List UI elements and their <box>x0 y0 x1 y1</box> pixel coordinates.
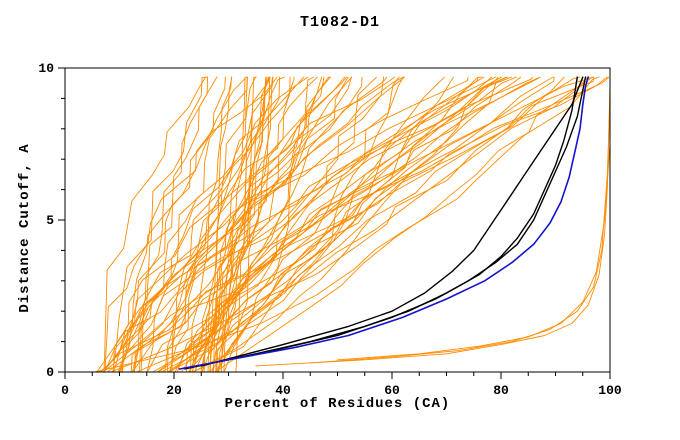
model-curve <box>110 76 565 373</box>
model-curve <box>94 76 600 373</box>
model-curve <box>187 76 482 373</box>
orange-outlier-3 <box>337 143 611 361</box>
model-curve <box>220 76 274 373</box>
model-curve <box>146 76 248 373</box>
reference-curve-3 <box>189 76 587 369</box>
model-curve <box>209 76 445 373</box>
model-curve <box>214 76 593 373</box>
model-curve <box>188 76 233 373</box>
model-curve <box>164 76 348 373</box>
y-tick-label: 5 <box>46 213 54 228</box>
model-curve <box>160 76 404 373</box>
model-curve <box>217 76 479 373</box>
x-tick-label: 60 <box>384 383 400 398</box>
model-curve <box>168 76 454 373</box>
model-curve <box>176 76 541 373</box>
model-curve <box>181 76 349 373</box>
x-tick-label: 100 <box>598 383 622 398</box>
x-tick-label: 0 <box>61 383 69 398</box>
model-curve <box>216 76 522 373</box>
model-curve <box>192 76 498 373</box>
x-tick-label: 80 <box>493 383 509 398</box>
model-curve <box>132 76 325 373</box>
model-curve <box>209 76 512 373</box>
model-curve <box>171 76 318 373</box>
model-curve <box>134 76 610 373</box>
model-curve <box>193 76 385 373</box>
x-axis-label: Percent of Residues (CA) <box>224 396 451 412</box>
chart-title: T1082-D1 <box>299 14 380 31</box>
model-curve <box>140 76 309 373</box>
model-curve <box>235 76 273 373</box>
x-tick-label: 20 <box>166 383 182 398</box>
model-curve <box>104 76 278 373</box>
model-curve <box>169 76 588 373</box>
model-curve <box>118 76 509 373</box>
x-tick-label: 40 <box>275 383 291 398</box>
model-curve <box>119 76 209 373</box>
plot-frame <box>64 67 611 373</box>
model-curve <box>103 76 206 373</box>
model-curve <box>169 76 388 373</box>
model-curve <box>136 76 378 373</box>
model-curve <box>213 76 257 373</box>
model-curve <box>190 76 232 373</box>
model-curve <box>104 76 295 373</box>
reference-curve-1 <box>184 76 578 370</box>
model-curve <box>167 76 281 373</box>
model-curve <box>156 76 291 373</box>
model-curve <box>185 76 594 373</box>
y-tick-label: 10 <box>38 61 54 76</box>
model-curve <box>117 76 533 373</box>
model-curve <box>102 76 353 373</box>
model-curve <box>112 76 208 373</box>
best-model-curve <box>178 76 590 370</box>
model-curve <box>100 76 404 373</box>
model-curve <box>133 76 469 373</box>
reference-curve-2 <box>200 76 584 367</box>
y-tick-label: 0 <box>46 365 54 380</box>
model-curve <box>121 76 496 373</box>
model-curve <box>209 76 352 373</box>
model-curve <box>166 76 257 373</box>
model-curve <box>214 76 581 373</box>
model-curve <box>107 76 554 373</box>
model-curve <box>131 76 493 373</box>
model-curve <box>130 76 485 373</box>
